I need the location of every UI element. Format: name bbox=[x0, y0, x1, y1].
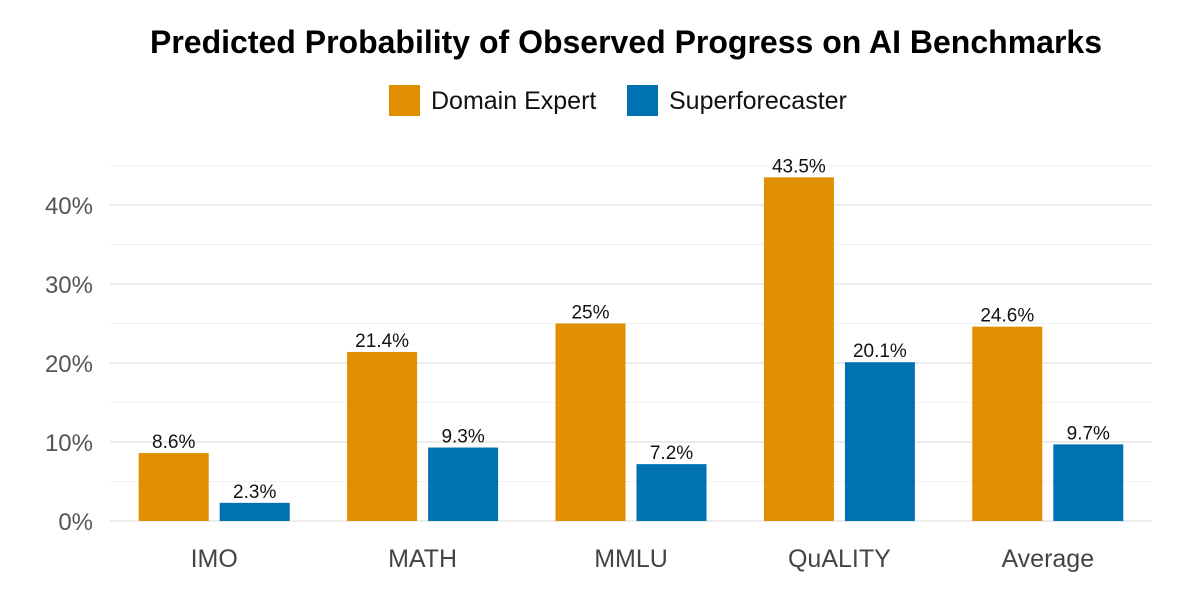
y-tick-label-10: 10% bbox=[45, 430, 93, 457]
bars bbox=[138, 177, 1124, 521]
data-label-domain-expert-quality: 43.5% bbox=[772, 156, 826, 177]
data-label-superforecaster-math: 9.3% bbox=[441, 427, 484, 448]
legend-label-superforecaster: Superforecaster bbox=[669, 87, 847, 115]
bar-superforecaster-mmlu bbox=[636, 464, 707, 521]
bar-domain-expert-average bbox=[972, 326, 1043, 521]
data-labels: 8.6% 2.3% 21.4% 9.3% 25% 7.2% 43.5% 20.1% 24.6% 9… bbox=[152, 156, 1110, 502]
data-label-domain-expert-math: 21.4% bbox=[355, 331, 409, 352]
data-label-superforecaster-imo: 2.3% bbox=[233, 482, 276, 503]
data-label-superforecaster-mmlu: 7.2% bbox=[650, 443, 693, 464]
x-tick-label-mmlu: MMLU bbox=[594, 545, 668, 573]
bar-domain-expert-math bbox=[347, 351, 418, 521]
x-tick-label-average: Average bbox=[1001, 545, 1094, 573]
y-tick-label-20: 20% bbox=[45, 351, 93, 378]
bar-superforecaster-quality bbox=[844, 362, 915, 521]
x-tick-label-quality: QuALITY bbox=[788, 545, 891, 573]
x-tick-label-math: MATH bbox=[388, 545, 457, 573]
chart-title: Predicted Probability of Observed Progre… bbox=[150, 24, 1102, 60]
bar-domain-expert-mmlu bbox=[555, 323, 626, 521]
y-tick-label-40: 40% bbox=[45, 193, 93, 220]
data-label-domain-expert-average: 24.6% bbox=[980, 306, 1034, 327]
x-axis: IMO MATH MMLU QuALITY Average bbox=[191, 545, 1095, 573]
bar-superforecaster-math bbox=[428, 447, 499, 521]
data-label-domain-expert-imo: 8.6% bbox=[152, 432, 195, 453]
legend: Domain Expert Superforecaster bbox=[389, 85, 847, 116]
x-tick-label-imo: IMO bbox=[191, 545, 238, 573]
bar-superforecaster-imo bbox=[219, 502, 290, 521]
data-label-superforecaster-average: 9.7% bbox=[1067, 423, 1110, 444]
legend-label-domain-expert: Domain Expert bbox=[431, 87, 596, 115]
legend-swatch-superforecaster bbox=[627, 85, 658, 116]
y-tick-label-30: 30% bbox=[45, 272, 93, 299]
data-label-superforecaster-quality: 20.1% bbox=[853, 341, 907, 362]
y-axis: 0% 10% 20% 30% 40% bbox=[45, 193, 93, 536]
bar-domain-expert-quality bbox=[763, 177, 834, 521]
data-label-domain-expert-mmlu: 25% bbox=[571, 303, 609, 324]
bar-domain-expert-imo bbox=[138, 453, 209, 521]
bar-superforecaster-average bbox=[1053, 444, 1124, 521]
y-tick-label-0: 0% bbox=[58, 509, 93, 536]
legend-swatch-domain-expert bbox=[389, 85, 420, 116]
